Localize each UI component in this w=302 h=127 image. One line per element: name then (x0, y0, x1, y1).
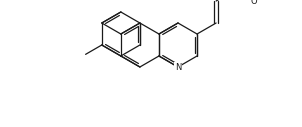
Text: N: N (175, 62, 182, 72)
Text: O: O (251, 0, 258, 5)
Text: N: N (175, 62, 181, 72)
